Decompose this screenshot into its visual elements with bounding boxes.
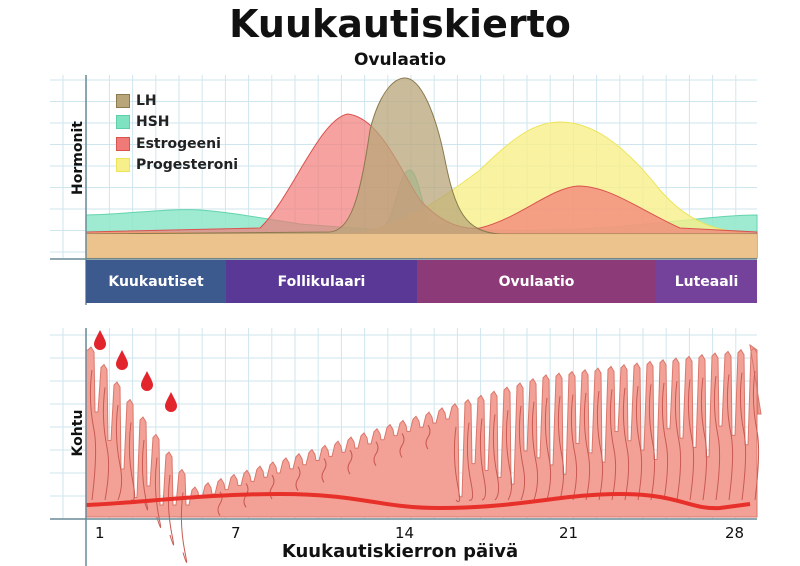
lining-fold: [674, 381, 682, 501]
blood-drop-icon: [116, 350, 128, 370]
lining-fold: [518, 405, 526, 501]
lining-fold: [295, 466, 301, 491]
lining-fold: [425, 424, 431, 450]
uterine-base-line: [85, 491, 751, 511]
legend-item-hsh: HSH: [116, 112, 238, 134]
lining-fold: [635, 386, 643, 501]
lining-fold: [648, 384, 656, 501]
lining-fold: [479, 418, 487, 501]
lining-fold: [399, 433, 405, 458]
phase-luteal: Luteaali: [656, 260, 757, 303]
day-tick: 1: [95, 524, 105, 542]
x-axis-label: Kuukautiskierron päivä: [281, 541, 519, 562]
lining-fold: [505, 410, 513, 501]
lining-fold: [128, 422, 136, 501]
lining-fold: [373, 441, 379, 467]
day-tick: 14: [395, 524, 415, 542]
day-tick: 28: [725, 524, 745, 542]
legend-item-estrogen: Estrogeeni: [116, 133, 238, 155]
lining-fold: [453, 426, 461, 503]
day-tick: 7: [231, 524, 241, 542]
day-tick: 21: [559, 524, 579, 542]
blood-drop-icon: [165, 392, 177, 412]
lining-fold: [622, 387, 630, 501]
phase-ovulation: Ovulaatio: [417, 260, 656, 303]
lining-fold: [89, 369, 97, 501]
diagram-title: Kuukautiskierto: [229, 2, 571, 46]
lining-fold: [739, 372, 747, 501]
legend-label: Progesteroni: [136, 157, 239, 174]
legend-item-progesterone: Progesteroni: [116, 155, 238, 177]
lining-fold: [531, 401, 539, 501]
blood-drops: [94, 330, 177, 412]
legend-label: LH: [136, 92, 157, 109]
lining-fold: [154, 457, 162, 528]
lining-fold: [115, 404, 123, 501]
lh-curve: [85, 77, 758, 259]
uterine-lining: [85, 343, 762, 518]
lining-fold: [752, 370, 760, 501]
uterus-axis-label: Kohtu: [70, 409, 86, 457]
phase-follicular: Follikulaari: [226, 260, 417, 303]
lining-fold: [609, 389, 617, 501]
lining-fold: [713, 375, 721, 501]
lining-fold: [726, 374, 734, 501]
hormone-curves: [85, 77, 758, 259]
lining-folds: [89, 369, 760, 563]
lining-fold: [544, 397, 552, 501]
blood-drop-icon: [94, 330, 106, 350]
lining-fold: [596, 391, 604, 501]
hsh-swatch: [116, 115, 130, 130]
lining-fold: [466, 422, 474, 501]
progesterone-swatch: [116, 158, 130, 173]
legend-label: Estrogeeni: [136, 135, 221, 152]
legend-label: HSH: [136, 114, 170, 131]
lining-fold: [583, 392, 591, 501]
estrogen-swatch: [116, 136, 130, 151]
lining-fold: [102, 387, 110, 501]
lining-fold: [180, 492, 188, 563]
lining-fold: [570, 394, 578, 501]
lining-fold: [557, 396, 565, 501]
lining-fold: [321, 458, 327, 483]
blood-drop-icon: [141, 371, 153, 391]
hormones-axis-label: Hormonit: [70, 121, 86, 195]
lining-fold: [687, 379, 695, 501]
lining-fold: [700, 377, 708, 501]
lining-fold: [661, 382, 669, 501]
lining-fold: [492, 414, 500, 501]
lining-fold: [347, 449, 353, 475]
phase-menstrual: Kuukautiset: [86, 260, 226, 303]
lh-swatch: [116, 93, 130, 108]
lining-fold: [167, 474, 175, 546]
base-fill: [86, 234, 757, 258]
legend: LH HSH Estrogeeni Progesteroni: [116, 90, 238, 176]
ovulation-top-label: Ovulaatio: [353, 50, 447, 70]
legend-item-lh: LH: [116, 90, 238, 112]
